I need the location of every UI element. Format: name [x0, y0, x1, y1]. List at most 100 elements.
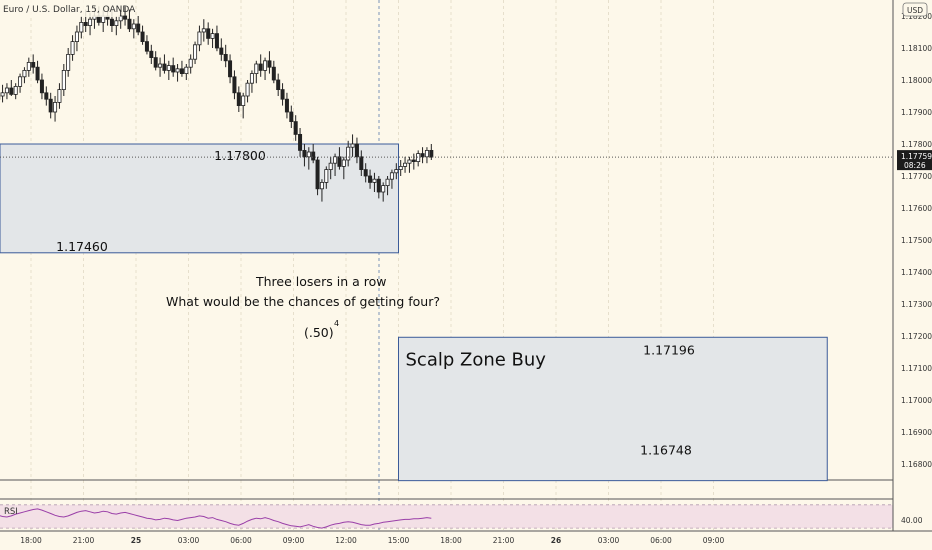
candle[interactable]: [346, 140, 351, 167]
candle[interactable]: [188, 54, 193, 74]
candle[interactable]: [74, 25, 79, 52]
candle[interactable]: [79, 16, 84, 39]
currency-badge[interactable]: USD: [902, 2, 928, 17]
candle[interactable]: [13, 83, 18, 100]
candle[interactable]: [18, 73, 23, 93]
candle[interactable]: [315, 156, 320, 196]
candle[interactable]: [258, 54, 263, 77]
candle[interactable]: [328, 156, 333, 180]
candle[interactable]: [4, 83, 9, 100]
candle[interactable]: [245, 80, 250, 103]
candle[interactable]: [241, 92, 246, 119]
candle[interactable]: [149, 44, 154, 64]
candle[interactable]: [284, 92, 289, 119]
candle[interactable]: [385, 176, 390, 196]
price-axis[interactable]: 1.182001.181001.180001.179001.178001.177…: [892, 0, 932, 550]
candle[interactable]: [153, 51, 158, 71]
candle[interactable]: [48, 92, 53, 119]
candle[interactable]: [267, 51, 272, 74]
candle[interactable]: [193, 41, 198, 64]
candle[interactable]: [319, 179, 324, 202]
candle[interactable]: [232, 70, 237, 100]
candle[interactable]: [306, 147, 311, 170]
candle[interactable]: [341, 156, 346, 180]
candle[interactable]: [70, 35, 75, 61]
candle[interactable]: [381, 182, 386, 202]
candle[interactable]: [35, 60, 40, 84]
candle[interactable]: [249, 70, 254, 93]
candle[interactable]: [66, 48, 71, 77]
candle[interactable]: [363, 163, 368, 183]
candle[interactable]: [9, 80, 14, 96]
candle[interactable]: [118, 9, 123, 29]
candle[interactable]: [140, 25, 145, 45]
candle[interactable]: [171, 57, 176, 77]
candle[interactable]: [407, 156, 412, 173]
candle[interactable]: [403, 156, 408, 173]
candle[interactable]: [359, 150, 364, 176]
candle[interactable]: [429, 144, 434, 160]
candle[interactable]: [236, 86, 241, 112]
candle[interactable]: [394, 163, 399, 180]
candle[interactable]: [26, 57, 31, 77]
candle[interactable]: [289, 105, 294, 128]
candle[interactable]: [31, 54, 36, 74]
rsi-pane[interactable]: RSI: [0, 504, 893, 529]
candle[interactable]: [39, 73, 44, 100]
candle[interactable]: [368, 169, 373, 189]
candle[interactable]: [302, 144, 307, 167]
candle[interactable]: [254, 60, 259, 84]
candle[interactable]: [144, 35, 149, 55]
candle[interactable]: [136, 16, 141, 36]
candle[interactable]: [271, 60, 276, 84]
candle[interactable]: [372, 172, 377, 192]
candle[interactable]: [201, 19, 206, 42]
symbol-title: Euro / U.S. Dollar, 15, OANDA: [3, 5, 136, 15]
candle[interactable]: [0, 84, 5, 103]
candle[interactable]: [175, 64, 180, 82]
candle[interactable]: [162, 54, 167, 74]
candle[interactable]: [22, 67, 27, 84]
candle[interactable]: [158, 57, 163, 77]
candle[interactable]: [53, 96, 58, 122]
annotation-formula: (.50): [304, 325, 334, 340]
candle[interactable]: [263, 57, 268, 80]
candle[interactable]: [44, 86, 49, 106]
candle[interactable]: [350, 134, 355, 157]
candles[interactable]: [0, 6, 434, 202]
candle[interactable]: [114, 16, 119, 36]
candle[interactable]: [293, 115, 298, 141]
candle[interactable]: [219, 38, 224, 61]
candle[interactable]: [197, 25, 202, 52]
candle[interactable]: [298, 128, 303, 157]
candle[interactable]: [376, 176, 381, 199]
candle[interactable]: [333, 153, 338, 176]
candle[interactable]: [324, 166, 329, 189]
candle[interactable]: [184, 64, 189, 80]
candle[interactable]: [228, 54, 233, 84]
candle[interactable]: [354, 137, 359, 164]
candle[interactable]: [311, 144, 316, 164]
candle[interactable]: [276, 73, 281, 96]
time-axis[interactable]: 18:00 21:00 25 03:00 06:00 09:00 12:00 15:00 18:…: [0, 530, 932, 545]
candle[interactable]: [206, 22, 211, 45]
candle[interactable]: [223, 44, 228, 68]
candle[interactable]: [389, 169, 394, 189]
candle[interactable]: [416, 150, 421, 167]
candle[interactable]: [210, 28, 215, 48]
time-tick-label: 15:00: [388, 536, 410, 545]
candle[interactable]: [57, 83, 62, 109]
candle[interactable]: [214, 25, 219, 52]
candle[interactable]: [166, 60, 171, 80]
candle[interactable]: [398, 160, 403, 176]
candle[interactable]: [420, 147, 425, 164]
candle[interactable]: [123, 6, 128, 26]
candle[interactable]: [411, 153, 416, 170]
candle[interactable]: [131, 19, 136, 39]
candle[interactable]: [127, 9, 132, 32]
candle[interactable]: [280, 83, 285, 106]
time-tick-label: 06:00: [230, 536, 252, 545]
candle[interactable]: [179, 60, 184, 77]
candle[interactable]: [61, 64, 66, 96]
